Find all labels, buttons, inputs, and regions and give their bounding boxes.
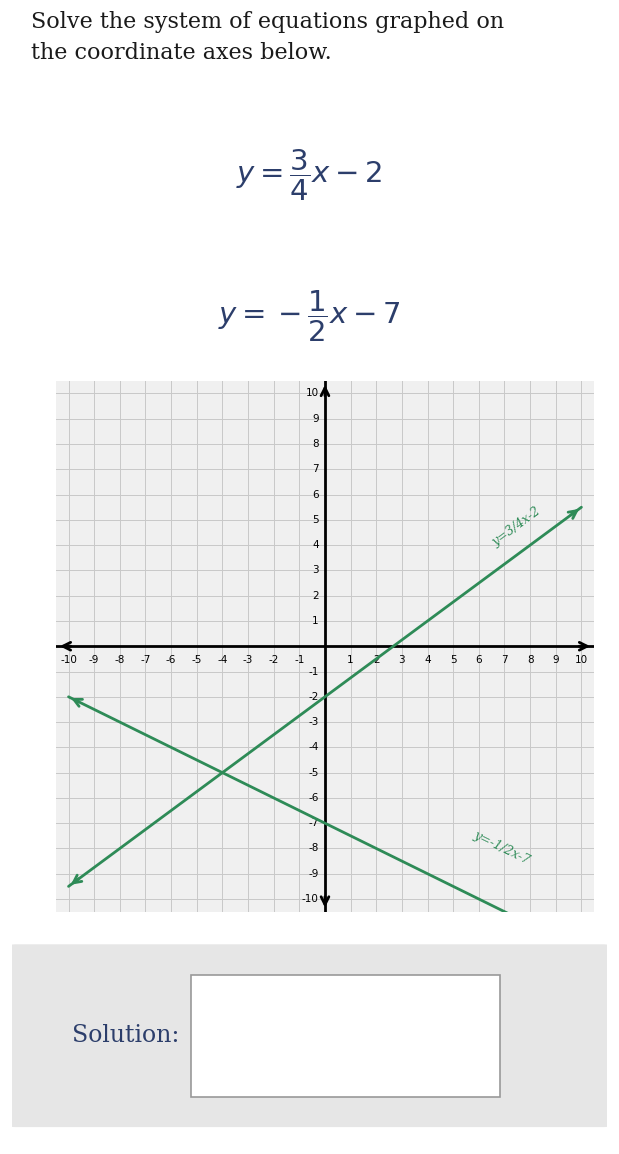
Text: -1: -1 — [294, 655, 305, 665]
Text: 10: 10 — [305, 389, 319, 398]
Text: 3: 3 — [399, 655, 405, 665]
Text: 8: 8 — [312, 439, 319, 449]
Text: -4: -4 — [308, 742, 319, 752]
Text: Solution:: Solution: — [72, 1025, 179, 1047]
Text: -9: -9 — [308, 869, 319, 878]
Text: $y = -\dfrac{1}{2}x - 7$: $y = -\dfrac{1}{2}x - 7$ — [218, 288, 401, 344]
Text: Solve the system of equations graphed on
the coordinate axes below.: Solve the system of equations graphed on… — [31, 12, 504, 63]
Text: -9: -9 — [89, 655, 100, 665]
Text: y=3/4x-2: y=3/4x-2 — [489, 505, 543, 549]
Text: y=-1/2x-7: y=-1/2x-7 — [472, 829, 532, 867]
Text: -10: -10 — [301, 894, 319, 904]
Text: -2: -2 — [269, 655, 279, 665]
Text: 4: 4 — [312, 540, 319, 550]
Text: -8: -8 — [115, 655, 125, 665]
Text: 5: 5 — [450, 655, 456, 665]
Text: 9: 9 — [312, 414, 319, 424]
Text: -6: -6 — [166, 655, 176, 665]
Text: 6: 6 — [475, 655, 482, 665]
Text: 9: 9 — [553, 655, 559, 665]
Text: 3: 3 — [312, 565, 319, 576]
Text: 8: 8 — [527, 655, 534, 665]
Text: -2: -2 — [308, 691, 319, 702]
Text: -10: -10 — [60, 655, 77, 665]
Text: 1: 1 — [312, 616, 319, 625]
Text: -3: -3 — [243, 655, 253, 665]
Text: 6: 6 — [312, 489, 319, 500]
Text: 4: 4 — [424, 655, 431, 665]
Text: 10: 10 — [575, 655, 588, 665]
Text: -7: -7 — [141, 655, 150, 665]
Text: $y = \dfrac{3}{4}x - 2$: $y = \dfrac{3}{4}x - 2$ — [236, 148, 383, 203]
Text: -7: -7 — [308, 818, 319, 829]
Text: -5: -5 — [191, 655, 202, 665]
Text: -6: -6 — [308, 793, 319, 803]
FancyBboxPatch shape — [9, 944, 610, 1127]
Text: 2: 2 — [373, 655, 379, 665]
Text: -8: -8 — [308, 844, 319, 854]
Text: 5: 5 — [312, 515, 319, 525]
Text: -1: -1 — [308, 667, 319, 676]
Text: -5: -5 — [308, 767, 319, 778]
Text: 2: 2 — [312, 591, 319, 601]
Text: 1: 1 — [347, 655, 354, 665]
Text: 7: 7 — [312, 464, 319, 474]
Text: -3: -3 — [308, 717, 319, 727]
Text: -4: -4 — [217, 655, 228, 665]
FancyBboxPatch shape — [191, 975, 500, 1096]
Text: 7: 7 — [501, 655, 508, 665]
